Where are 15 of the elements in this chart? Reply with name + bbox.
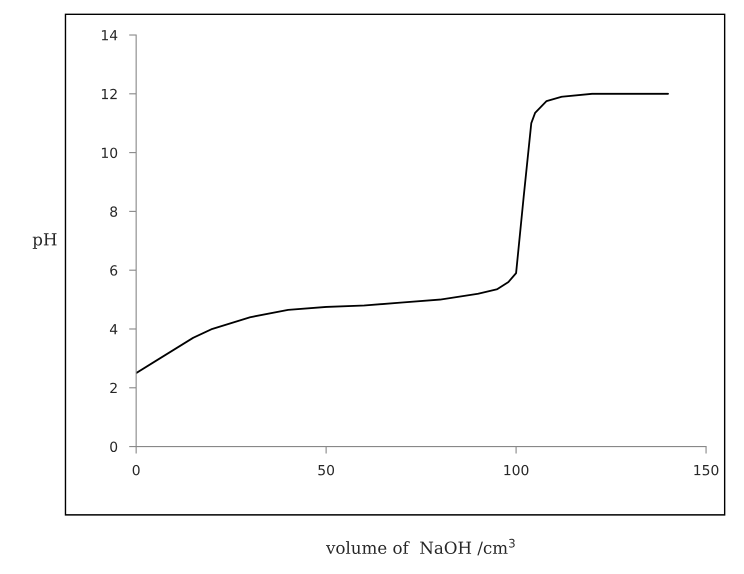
x-tick-label: 100 [504, 464, 528, 476]
y-axis-title: pH [32, 233, 57, 249]
x-tick-label: 0 [132, 464, 140, 476]
x-axis-title: volume of NaOH /cm$^{3}$ [326, 538, 515, 556]
y-tick-label: 14 [102, 30, 118, 40]
x-tick-label: 50 [318, 464, 334, 476]
y-tick-label: 4 [110, 324, 118, 334]
y-tick-label: 6 [110, 265, 118, 276]
y-tick-label: 2 [110, 382, 117, 394]
y-tick-label: 8 [110, 206, 118, 217]
y-tick-label: 12 [102, 88, 117, 100]
line-series [136, 92, 669, 374]
x-tick-label: 150 [694, 464, 718, 476]
y-tick-label: 0 [110, 442, 118, 452]
y-tick-label: 10 [102, 148, 118, 158]
